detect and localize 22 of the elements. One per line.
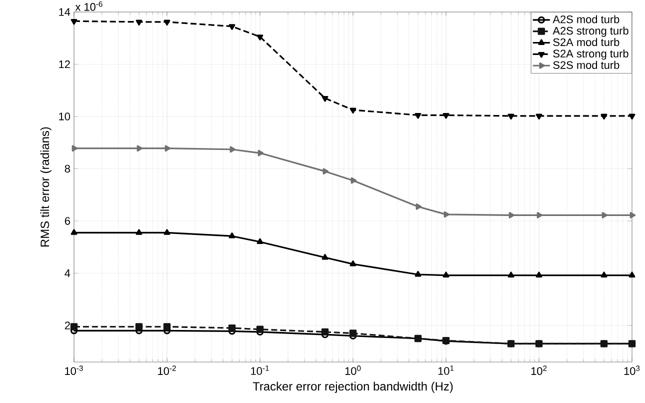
y-tick-label: 2 [64, 322, 70, 330]
x-tick-label: 10$^{-3}$ [65, 366, 83, 375]
y-tick-label: 4 [64, 269, 70, 277]
legend-label: A2S mod turb [552, 15, 620, 24]
x-tick-label: 10$^{2}$ [531, 366, 547, 375]
x-tick-label: 10$^{0}$ [345, 366, 361, 375]
x-tick-label: 10$^{3}$ [624, 366, 640, 375]
text: x 10$^{-6}$ [75, 1, 102, 11]
x-tick-label: 10$^{-2}$ [158, 366, 176, 375]
x-axis-title: Tracker error rejection bandwidth (Hz) [252, 382, 453, 393]
legend-label: S2S mod turb [553, 60, 620, 69]
y-axis-title: RMS tilt error (radians) [40, 127, 52, 246]
legend-label: S2A mod turb [553, 38, 620, 46]
x-tick-label: 10$^{-1}$ [251, 366, 269, 375]
y-tick-label: 12 [59, 60, 70, 68]
y-tick-label: 8 [64, 164, 70, 173]
legend-label: S2A strong turb [553, 49, 628, 60]
y-tick-label: 10 [59, 112, 70, 120]
x-tick-label: 10$^{1}$ [438, 366, 454, 375]
y-tick-label: 14 [59, 8, 70, 16]
y-tick-label: 6 [64, 217, 70, 225]
legend-label: A2S strong turb [552, 26, 628, 37]
